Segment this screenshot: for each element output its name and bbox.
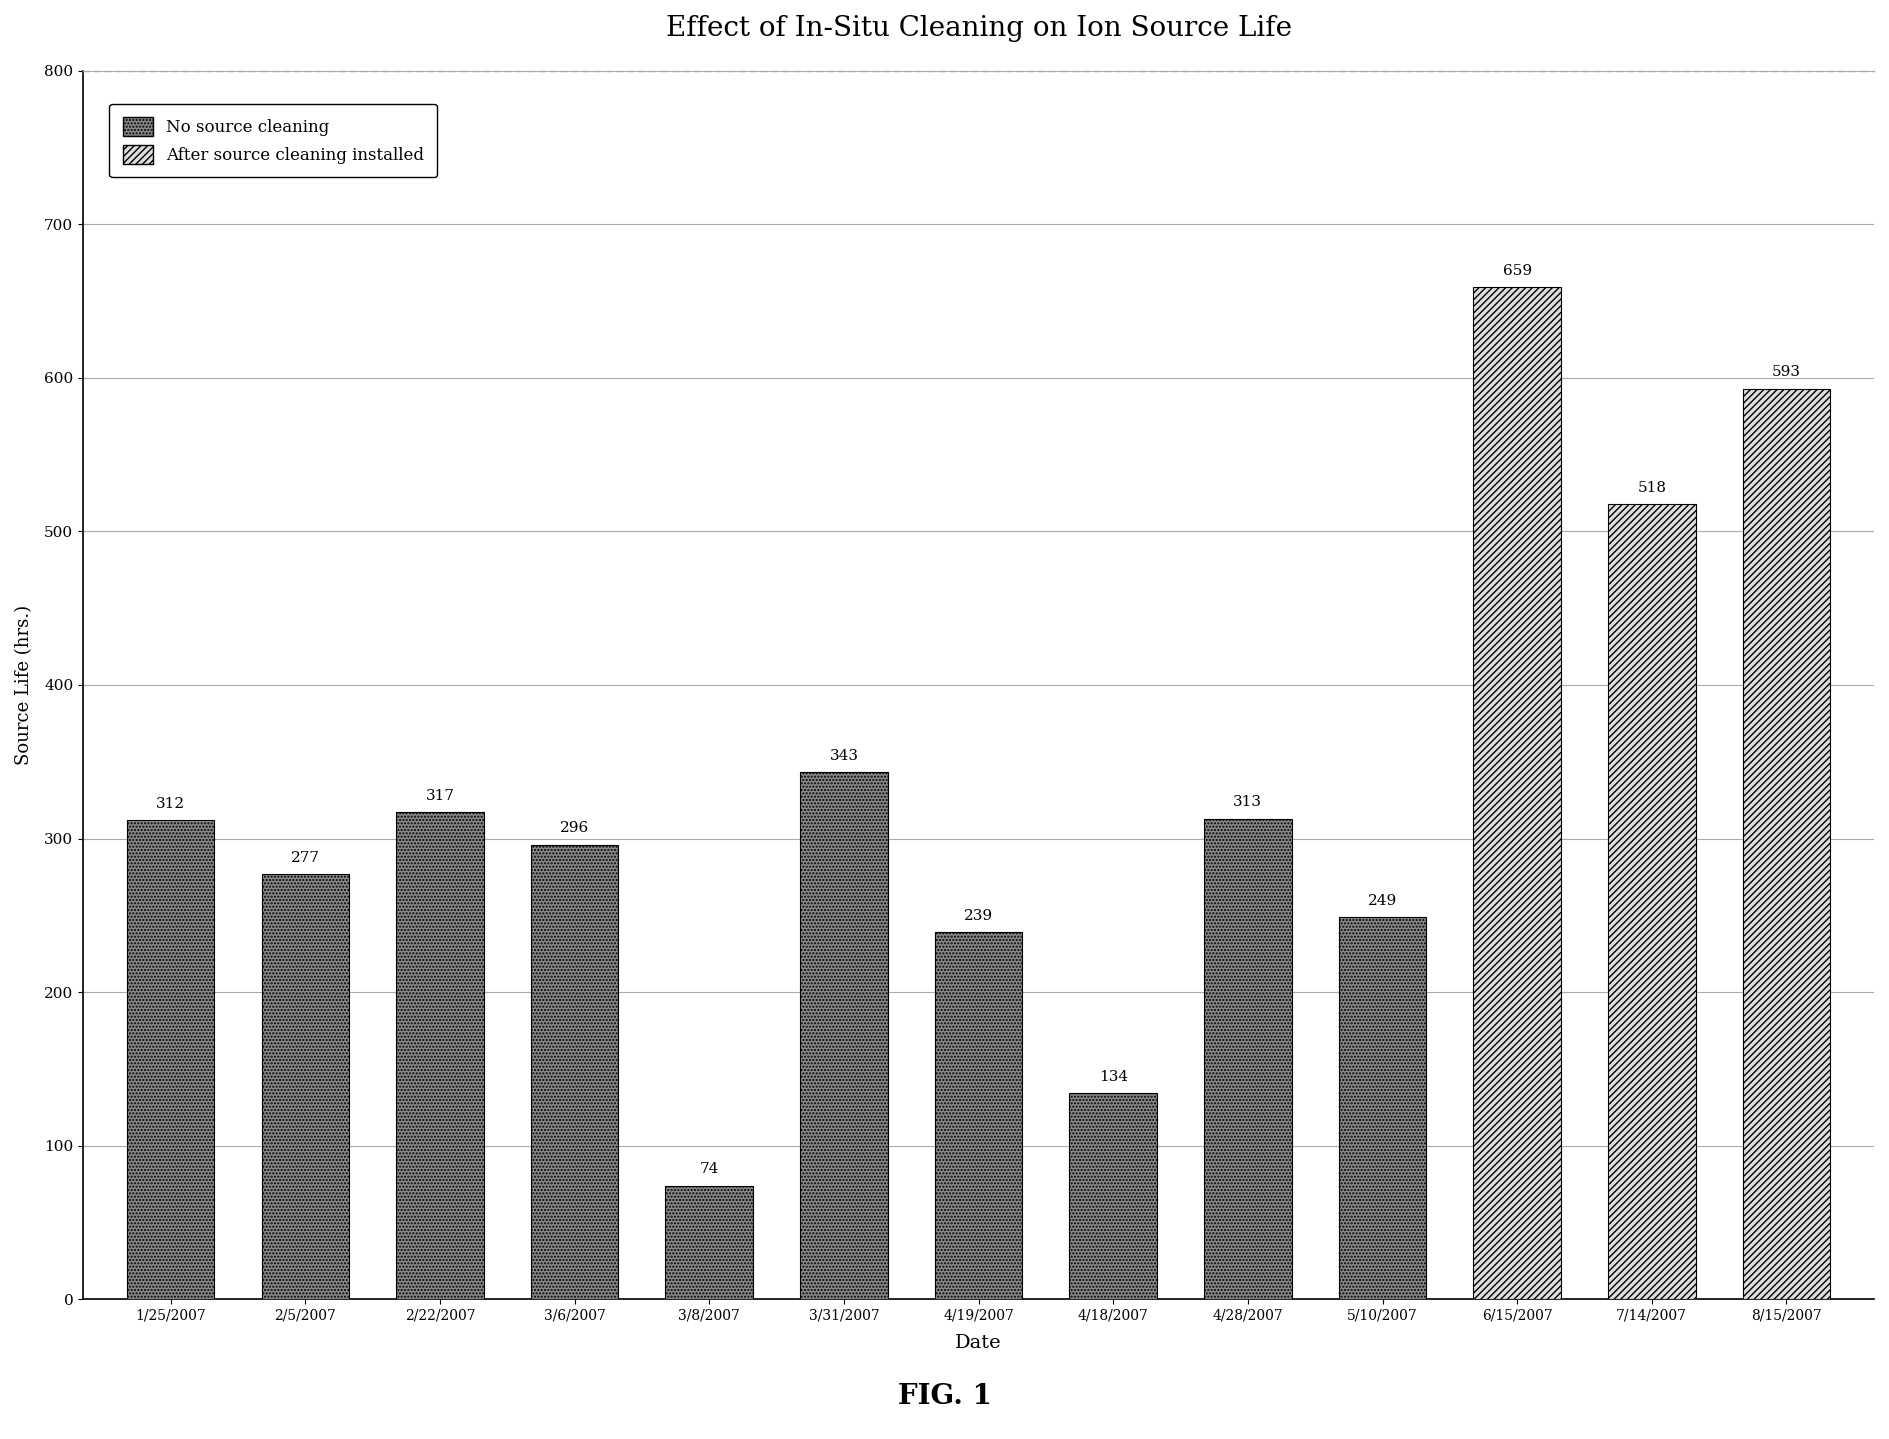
Text: 593: 593: [1772, 366, 1800, 380]
Bar: [531, 845, 618, 1299]
Text: 277: 277: [291, 850, 319, 865]
Text: FIG. 1: FIG. 1: [897, 1383, 992, 1410]
Bar: [1203, 819, 1292, 1299]
Text: 343: 343: [829, 750, 858, 763]
Legend: No source cleaning, After source cleaning installed: No source cleaning, After source cleanin…: [110, 104, 438, 177]
Title: Effect of In-Situ Cleaning on Ion Source Life: Effect of In-Situ Cleaning on Ion Source…: [665, 14, 1292, 42]
Text: 659: 659: [1502, 263, 1532, 278]
Bar: [1608, 504, 1696, 1299]
Bar: [127, 820, 213, 1299]
Bar: [397, 813, 484, 1299]
X-axis label: Date: Date: [956, 1334, 1001, 1353]
Bar: [1339, 917, 1426, 1299]
Text: 312: 312: [157, 797, 185, 812]
Bar: [935, 932, 1022, 1299]
Text: 317: 317: [425, 789, 455, 803]
Text: 518: 518: [1638, 481, 1666, 495]
Text: 296: 296: [559, 822, 589, 836]
Bar: [1069, 1094, 1156, 1299]
Text: 249: 249: [1368, 894, 1398, 908]
Text: 74: 74: [699, 1163, 720, 1176]
Bar: [801, 773, 888, 1299]
Bar: [261, 873, 349, 1299]
Bar: [665, 1186, 754, 1299]
Bar: [1473, 288, 1560, 1299]
Text: 313: 313: [1234, 796, 1262, 809]
Bar: [1744, 389, 1830, 1299]
Text: 239: 239: [963, 909, 994, 922]
Y-axis label: Source Life (hrs.): Source Life (hrs.): [15, 604, 32, 766]
Text: 134: 134: [1099, 1071, 1128, 1084]
